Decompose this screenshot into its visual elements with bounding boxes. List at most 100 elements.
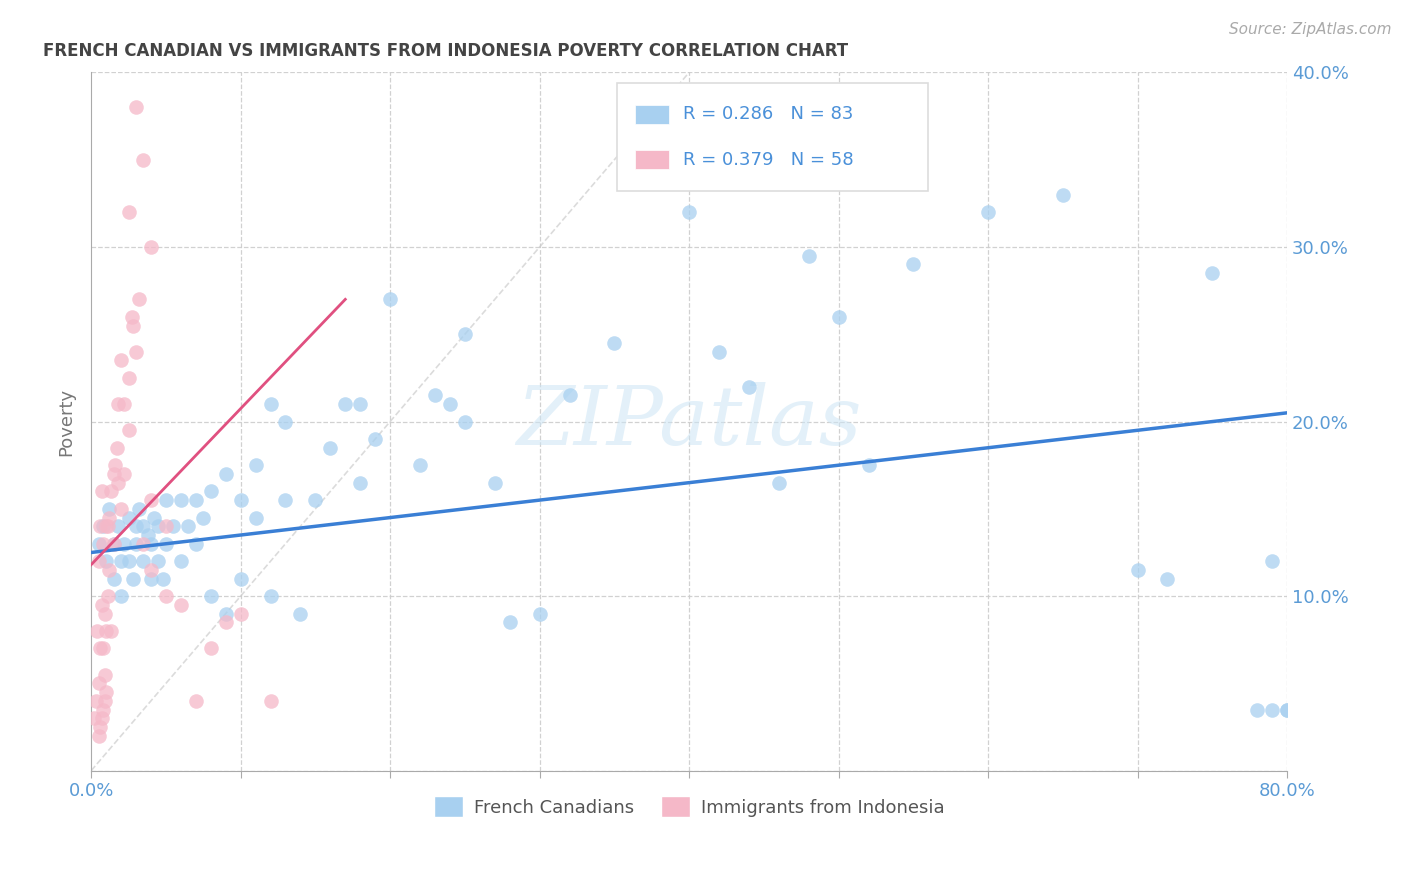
Point: [87, 729, 110, 743]
Point: [110, 501, 132, 516]
Point: [290, 607, 312, 621]
Point: [648, 170, 671, 185]
Point: [98, 501, 121, 516]
Point: [558, 388, 581, 402]
Point: [245, 458, 267, 473]
Point: [454, 415, 477, 429]
Point: [128, 501, 150, 516]
Point: [97, 589, 120, 603]
Point: [245, 510, 267, 524]
Point: [1126, 563, 1149, 577]
Point: [90, 484, 112, 499]
Point: [94, 554, 117, 568]
Point: [409, 458, 432, 473]
Y-axis label: Poverty: Poverty: [58, 387, 75, 456]
Point: [132, 153, 155, 167]
Point: [107, 519, 129, 533]
Point: [94, 519, 117, 533]
Point: [1201, 266, 1223, 280]
FancyBboxPatch shape: [636, 150, 669, 169]
Point: [155, 589, 177, 603]
Point: [110, 353, 132, 368]
Point: [177, 519, 200, 533]
Point: [678, 205, 700, 219]
Point: [423, 388, 446, 402]
Point: [98, 510, 121, 524]
Point: [90, 711, 112, 725]
FancyBboxPatch shape: [636, 104, 669, 124]
Point: [98, 563, 121, 577]
Point: [94, 685, 117, 699]
Point: [454, 327, 477, 342]
Point: [136, 528, 159, 542]
Point: [103, 537, 125, 551]
Point: [87, 676, 110, 690]
Text: Source: ZipAtlas.com: Source: ZipAtlas.com: [1229, 22, 1392, 37]
Point: [977, 205, 1000, 219]
Point: [259, 589, 281, 603]
Point: [125, 519, 148, 533]
Point: [152, 572, 174, 586]
Point: [97, 519, 120, 533]
Point: [1275, 703, 1298, 717]
Legend: French Canadians, Immigrants from Indonesia: French Canadians, Immigrants from Indone…: [427, 789, 952, 824]
Point: [122, 572, 145, 586]
Point: [112, 537, 135, 551]
Point: [83, 711, 105, 725]
Point: [121, 310, 143, 324]
Point: [439, 397, 461, 411]
Point: [93, 667, 115, 681]
Point: [125, 344, 148, 359]
Point: [91, 537, 114, 551]
Point: [105, 441, 128, 455]
Point: [117, 205, 139, 219]
Point: [215, 615, 238, 630]
Point: [155, 493, 177, 508]
Point: [1275, 703, 1298, 717]
Point: [103, 467, 125, 481]
Point: [110, 554, 132, 568]
Point: [184, 694, 207, 708]
Point: [103, 537, 125, 551]
Point: [89, 641, 111, 656]
Text: R = 0.286   N = 83: R = 0.286 N = 83: [683, 105, 853, 123]
Point: [349, 475, 371, 490]
Point: [132, 519, 155, 533]
Point: [87, 554, 110, 568]
Text: ZIPatlas: ZIPatlas: [516, 382, 862, 461]
Point: [139, 240, 162, 254]
Point: [335, 397, 357, 411]
Point: [274, 493, 297, 508]
Point: [112, 467, 135, 481]
Point: [132, 554, 155, 568]
Point: [1052, 187, 1074, 202]
Point: [1246, 703, 1268, 717]
Point: [529, 607, 551, 621]
Point: [91, 641, 114, 656]
FancyBboxPatch shape: [617, 83, 928, 191]
Point: [155, 519, 177, 533]
Point: [738, 379, 761, 393]
Point: [93, 694, 115, 708]
Point: [122, 318, 145, 333]
Point: [155, 537, 177, 551]
Point: [184, 493, 207, 508]
Point: [499, 615, 522, 630]
Point: [768, 475, 790, 490]
Point: [200, 589, 222, 603]
Point: [170, 598, 193, 612]
Point: [91, 703, 114, 717]
Point: [125, 537, 148, 551]
Point: [215, 607, 238, 621]
Text: R = 0.379   N = 58: R = 0.379 N = 58: [683, 151, 853, 169]
Point: [274, 415, 297, 429]
Point: [162, 519, 184, 533]
Point: [797, 249, 820, 263]
Point: [117, 423, 139, 437]
Point: [89, 519, 111, 533]
Point: [139, 493, 162, 508]
Point: [86, 624, 108, 638]
Point: [259, 397, 281, 411]
Point: [170, 493, 193, 508]
Point: [132, 537, 155, 551]
